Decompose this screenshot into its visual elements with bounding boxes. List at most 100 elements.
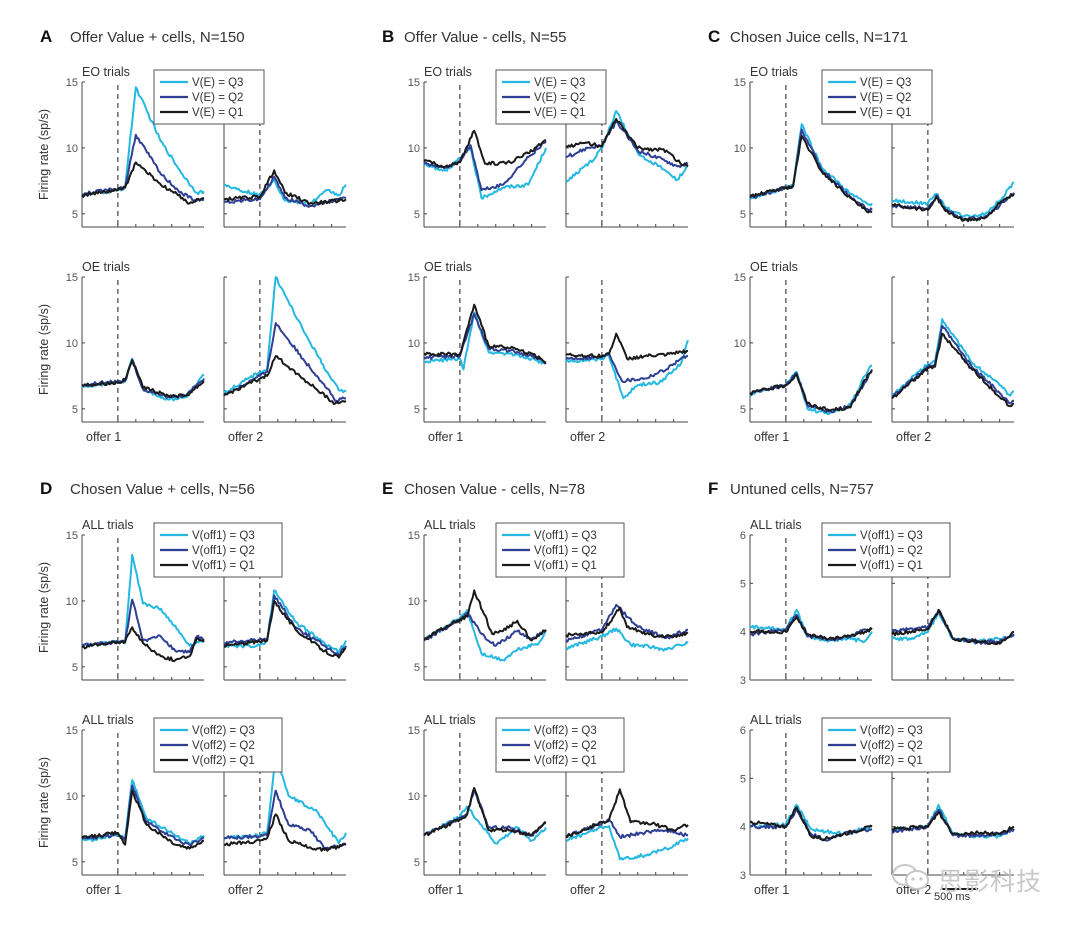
x-axis-label: offer 2 xyxy=(896,430,931,444)
series-line-q1 xyxy=(749,135,873,214)
y-tick-label: 15 xyxy=(408,272,420,284)
y-tick-label: 10 xyxy=(66,791,78,803)
x-axis-label: offer 2 xyxy=(228,883,263,897)
legend-entry: V(off1) = Q3 xyxy=(534,530,597,542)
y-tick-label: 10 xyxy=(408,596,420,608)
trial-type-label: EO trials xyxy=(82,65,130,79)
y-tick-label: 10 xyxy=(408,143,420,155)
series-line-q2 xyxy=(223,594,347,656)
legend-entry: V(off1) = Q3 xyxy=(860,530,923,542)
y-tick-label: 5 xyxy=(72,209,78,221)
trial-type-label: OE trials xyxy=(424,260,472,274)
series-line-q1 xyxy=(81,161,205,205)
x-axis-label: offer 1 xyxy=(86,883,121,897)
y-tick-label: 15 xyxy=(66,530,78,542)
legend-entry: V(E) = Q1 xyxy=(534,107,585,119)
legend-entry: V(off1) = Q2 xyxy=(192,545,255,557)
panel-title: Chosen Value - cells, N=78 xyxy=(404,481,585,498)
legend-entry: V(E) = Q3 xyxy=(534,77,585,89)
x-axis-label: offer 2 xyxy=(570,430,605,444)
y-tick-label: 15 xyxy=(66,272,78,284)
x-axis-label: offer 1 xyxy=(428,430,463,444)
trial-type-label: ALL trials xyxy=(82,713,134,727)
legend-entry: V(off2) = Q3 xyxy=(534,725,597,737)
legend-entry: V(E) = Q3 xyxy=(860,77,911,89)
panel-title: Chosen Juice cells, N=171 xyxy=(730,29,908,46)
series-line-q1 xyxy=(423,589,547,642)
series-line-q3 xyxy=(423,146,547,200)
series-line-q3 xyxy=(81,357,205,402)
series-line-q2 xyxy=(891,324,1015,405)
y-axis-label: Firing rate (sp/s) xyxy=(37,757,51,848)
x-axis-label: offer 1 xyxy=(86,430,121,444)
trial-type-label: ALL trials xyxy=(424,713,476,727)
series-line-q1 xyxy=(565,332,689,361)
trial-type-label: ALL trials xyxy=(424,518,476,532)
y-tick-label: 5 xyxy=(414,209,420,221)
panel-letter: D xyxy=(40,479,52,498)
y-tick-label: 15 xyxy=(408,530,420,542)
series-line-q1 xyxy=(223,599,347,659)
panel-letter: F xyxy=(708,479,718,498)
trial-type-label: OE trials xyxy=(82,260,130,274)
legend-entry: V(E) = Q2 xyxy=(534,92,585,104)
legend-entry: V(E) = Q1 xyxy=(192,107,243,119)
legend-entry: V(E) = Q1 xyxy=(860,107,911,119)
legend-entry: V(off2) = Q3 xyxy=(860,725,923,737)
legend-entry: V(off2) = Q1 xyxy=(860,755,923,767)
y-tick-label: 15 xyxy=(408,77,420,89)
legend-entry: V(E) = Q2 xyxy=(192,92,243,104)
y-tick-label: 10 xyxy=(408,791,420,803)
y-tick-label: 5 xyxy=(740,578,746,590)
series-line-q1 xyxy=(891,193,1015,223)
series-line-q1 xyxy=(749,616,873,641)
series-line-q3 xyxy=(891,318,1015,397)
series-line-q2 xyxy=(81,359,205,399)
panel-letter: B xyxy=(382,27,394,46)
x-axis-label: offer 1 xyxy=(754,430,789,444)
panel-letter: C xyxy=(708,27,720,46)
y-tick-label: 5 xyxy=(414,662,420,674)
y-tick-label: 4 xyxy=(740,822,746,834)
y-tick-label: 10 xyxy=(408,338,420,350)
panel-title: Offer Value + cells, N=150 xyxy=(70,29,245,46)
x-axis-label: offer 1 xyxy=(754,883,789,897)
trial-type-label: ALL trials xyxy=(750,518,802,532)
legend-entry: V(off1) = Q3 xyxy=(192,530,255,542)
series-line-q1 xyxy=(749,806,873,842)
series-line-q2 xyxy=(423,312,547,365)
series-line-q1 xyxy=(565,606,689,639)
y-tick-label: 4 xyxy=(740,627,746,639)
legend-entry: V(off1) = Q1 xyxy=(192,560,255,572)
series-line-q3 xyxy=(223,589,347,654)
series-line-q2 xyxy=(565,120,689,168)
y-tick-label: 10 xyxy=(66,143,78,155)
series-line-q2 xyxy=(223,322,347,403)
legend-entry: V(E) = Q3 xyxy=(192,77,243,89)
series-line-q1 xyxy=(565,788,689,838)
series-line-q3 xyxy=(565,627,689,652)
series-line-q1 xyxy=(81,789,205,850)
wechat-icon xyxy=(890,862,932,892)
y-tick-label: 6 xyxy=(740,725,746,737)
panel-letter: E xyxy=(382,479,393,498)
series-line-q1 xyxy=(423,129,547,169)
trial-type-label: OE trials xyxy=(750,260,798,274)
legend-entry: V(off1) = Q2 xyxy=(860,545,923,557)
y-tick-label: 5 xyxy=(414,404,420,416)
series-line-q2 xyxy=(565,352,688,384)
y-tick-label: 5 xyxy=(72,857,78,869)
y-tick-label: 10 xyxy=(734,143,746,155)
y-tick-label: 3 xyxy=(740,675,746,687)
trial-type-label: EO trials xyxy=(750,65,798,79)
series-line-q1 xyxy=(891,608,1015,646)
legend-entry: V(off1) = Q2 xyxy=(534,545,597,557)
legend-entry: V(off2) = Q2 xyxy=(192,740,255,752)
legend-entry: V(off2) = Q2 xyxy=(534,740,597,752)
panel-letter: A xyxy=(40,27,52,46)
series-line-q1 xyxy=(423,303,547,364)
y-tick-label: 10 xyxy=(66,338,78,350)
y-tick-label: 6 xyxy=(740,530,746,542)
scalebar-label: 500 ms xyxy=(934,891,971,903)
